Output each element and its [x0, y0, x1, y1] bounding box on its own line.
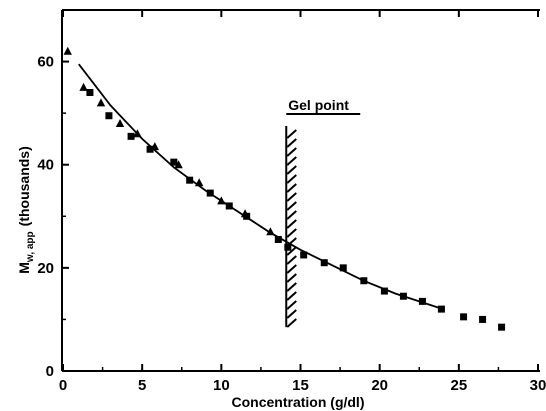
x-tick-label: 5 [138, 377, 146, 394]
y-tick-label: 0 [46, 363, 54, 380]
fit-curve [78, 63, 444, 310]
square-point [146, 145, 154, 153]
square-point [243, 212, 251, 220]
x-tick-label: 20 [371, 377, 388, 394]
triangle-point [96, 98, 106, 107]
y-tick-label: 40 [37, 157, 54, 174]
square-point [206, 189, 214, 197]
gel-point-hatch [286, 192, 297, 202]
gel-point-hatch [286, 318, 297, 328]
data-points [63, 46, 506, 331]
y-axis-label-main: M [16, 262, 32, 274]
square-point [498, 323, 506, 331]
y-tick-label: 20 [37, 260, 54, 277]
triangle-point [194, 178, 204, 187]
square-point [360, 277, 368, 285]
triangle-point [79, 82, 88, 91]
gel-point-hatch [286, 282, 297, 292]
triangle-point [266, 227, 275, 236]
gel-point-hatch [286, 156, 297, 166]
gel-point-annotation: Gel point [285, 97, 361, 328]
x-axis-label: Concentration (g/dl) [232, 394, 365, 410]
gel-point-hatch [286, 138, 297, 148]
triangle-point [115, 118, 125, 127]
square-point [460, 313, 468, 321]
gel-point-label: Gel point [288, 97, 349, 113]
square-point [225, 202, 233, 210]
gel-point-hatch [286, 291, 297, 301]
y-axis-label-sub: w, app [25, 231, 36, 263]
y-tick-label: 60 [37, 54, 54, 71]
square-point [127, 132, 135, 140]
square-point [399, 292, 407, 300]
gel-point-hatch [286, 273, 297, 283]
square-point [170, 158, 178, 166]
x-tick-label: 30 [530, 377, 546, 394]
triangle-point [63, 46, 72, 55]
gel-point-hatch [286, 183, 297, 193]
x-tick-label: 0 [59, 377, 67, 394]
square-point [479, 315, 487, 323]
square-point [186, 176, 194, 184]
triangle-point [217, 196, 226, 205]
gel-point-hatch [286, 129, 297, 139]
square-point [339, 264, 347, 272]
triangle-point [133, 129, 142, 138]
x-tick-label: 15 [292, 377, 309, 394]
axis-ticks: 0 5 10 15 20 25 30 0 20 40 60 [37, 9, 546, 394]
axes-frame [61, 9, 540, 372]
square-point [437, 305, 445, 313]
gel-point-hatch [286, 300, 297, 310]
gel-point-hatch [286, 165, 297, 175]
square-point [320, 259, 328, 267]
square-point [274, 235, 282, 243]
square-point [86, 89, 94, 97]
x-tick-label: 25 [450, 377, 467, 394]
svg-text:Mw, app(thousands): Mw, app (thousands) [16, 146, 36, 274]
gel-point-hatch [286, 255, 297, 265]
square-point [284, 243, 292, 251]
x-tick-label: 10 [213, 377, 230, 394]
gel-point-hatch [286, 147, 297, 157]
square-point [418, 297, 426, 305]
gel-point-hatch [286, 174, 297, 184]
triangle-point [174, 160, 183, 169]
gel-point-hatch [286, 219, 297, 229]
y-axis-label-units: (thousands) [16, 146, 32, 226]
gel-point-hatch [286, 309, 297, 319]
square-point [380, 287, 388, 295]
fit-curve-layer [78, 63, 444, 310]
gel-point-hatch [286, 246, 297, 256]
gel-point-hatch [286, 264, 297, 274]
y-axis-label: Mw, app (thousands) [16, 146, 36, 274]
square-point [300, 251, 308, 259]
gel-point-hatch [286, 201, 297, 211]
gel-point-hatch [286, 210, 297, 220]
gel-point-hatch [286, 228, 297, 238]
square-point [105, 112, 113, 120]
